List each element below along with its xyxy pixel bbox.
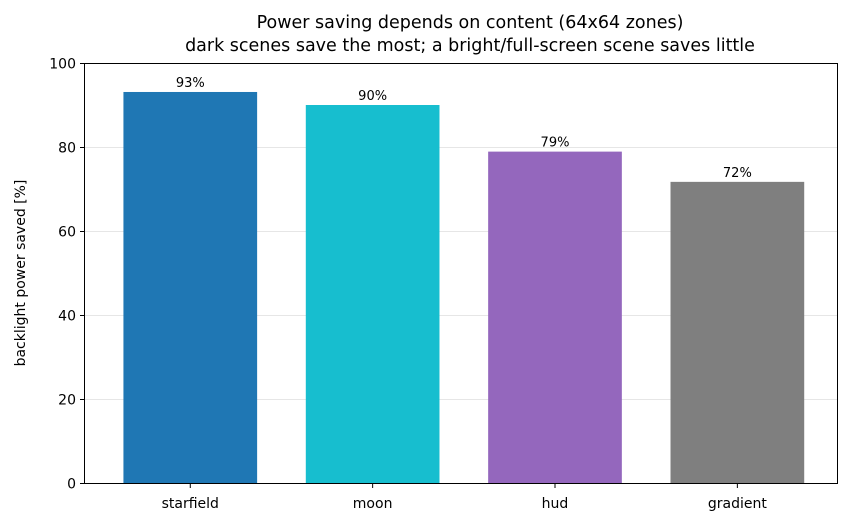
plot-frame xyxy=(84,63,838,484)
y-tick-label: 60 xyxy=(58,225,76,241)
chart-title: Power saving depends on content (64x64 z… xyxy=(257,13,684,33)
bar-starfield xyxy=(123,91,258,483)
x-tick-label-starfield: starfield xyxy=(162,496,219,512)
data-label-gradient: 72% xyxy=(723,166,752,181)
bars xyxy=(123,91,805,484)
data-label-starfield: 93% xyxy=(176,76,205,91)
chart-subtitle: dark scenes save the most; a bright/full… xyxy=(185,36,755,56)
x-tick-label-moon: moon xyxy=(353,496,393,512)
y-axis-label: backlight power saved [%] xyxy=(13,180,29,367)
y-tick-label: 40 xyxy=(58,309,76,325)
y-tick-label: 100 xyxy=(49,57,76,73)
y-tick-label: 20 xyxy=(58,393,76,409)
bar-hud xyxy=(488,151,622,483)
y-tick-label: 80 xyxy=(58,141,76,157)
bar-moon xyxy=(305,105,440,483)
y-tick-label: 0 xyxy=(67,477,76,493)
x-axis: starfield moon hud gradient xyxy=(162,483,767,512)
x-tick-label-gradient: gradient xyxy=(708,496,767,512)
data-label-hud: 79% xyxy=(541,136,570,151)
y-axis: 0 20 40 60 80 100 xyxy=(49,57,85,493)
bar-gradient xyxy=(670,181,805,484)
data-labels: 93% 90% 79% 72% xyxy=(176,76,752,181)
x-tick-label-hud: hud xyxy=(542,496,569,512)
data-label-moon: 90% xyxy=(358,89,387,104)
